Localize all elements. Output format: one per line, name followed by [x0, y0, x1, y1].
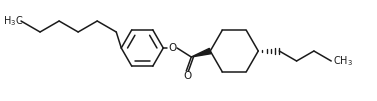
Polygon shape [191, 48, 211, 57]
Text: $\mathregular{H_3C}$: $\mathregular{H_3C}$ [3, 14, 23, 28]
Text: O: O [168, 43, 176, 53]
Text: O: O [183, 71, 192, 81]
Text: $\mathregular{CH_3}$: $\mathregular{CH_3}$ [333, 54, 353, 68]
